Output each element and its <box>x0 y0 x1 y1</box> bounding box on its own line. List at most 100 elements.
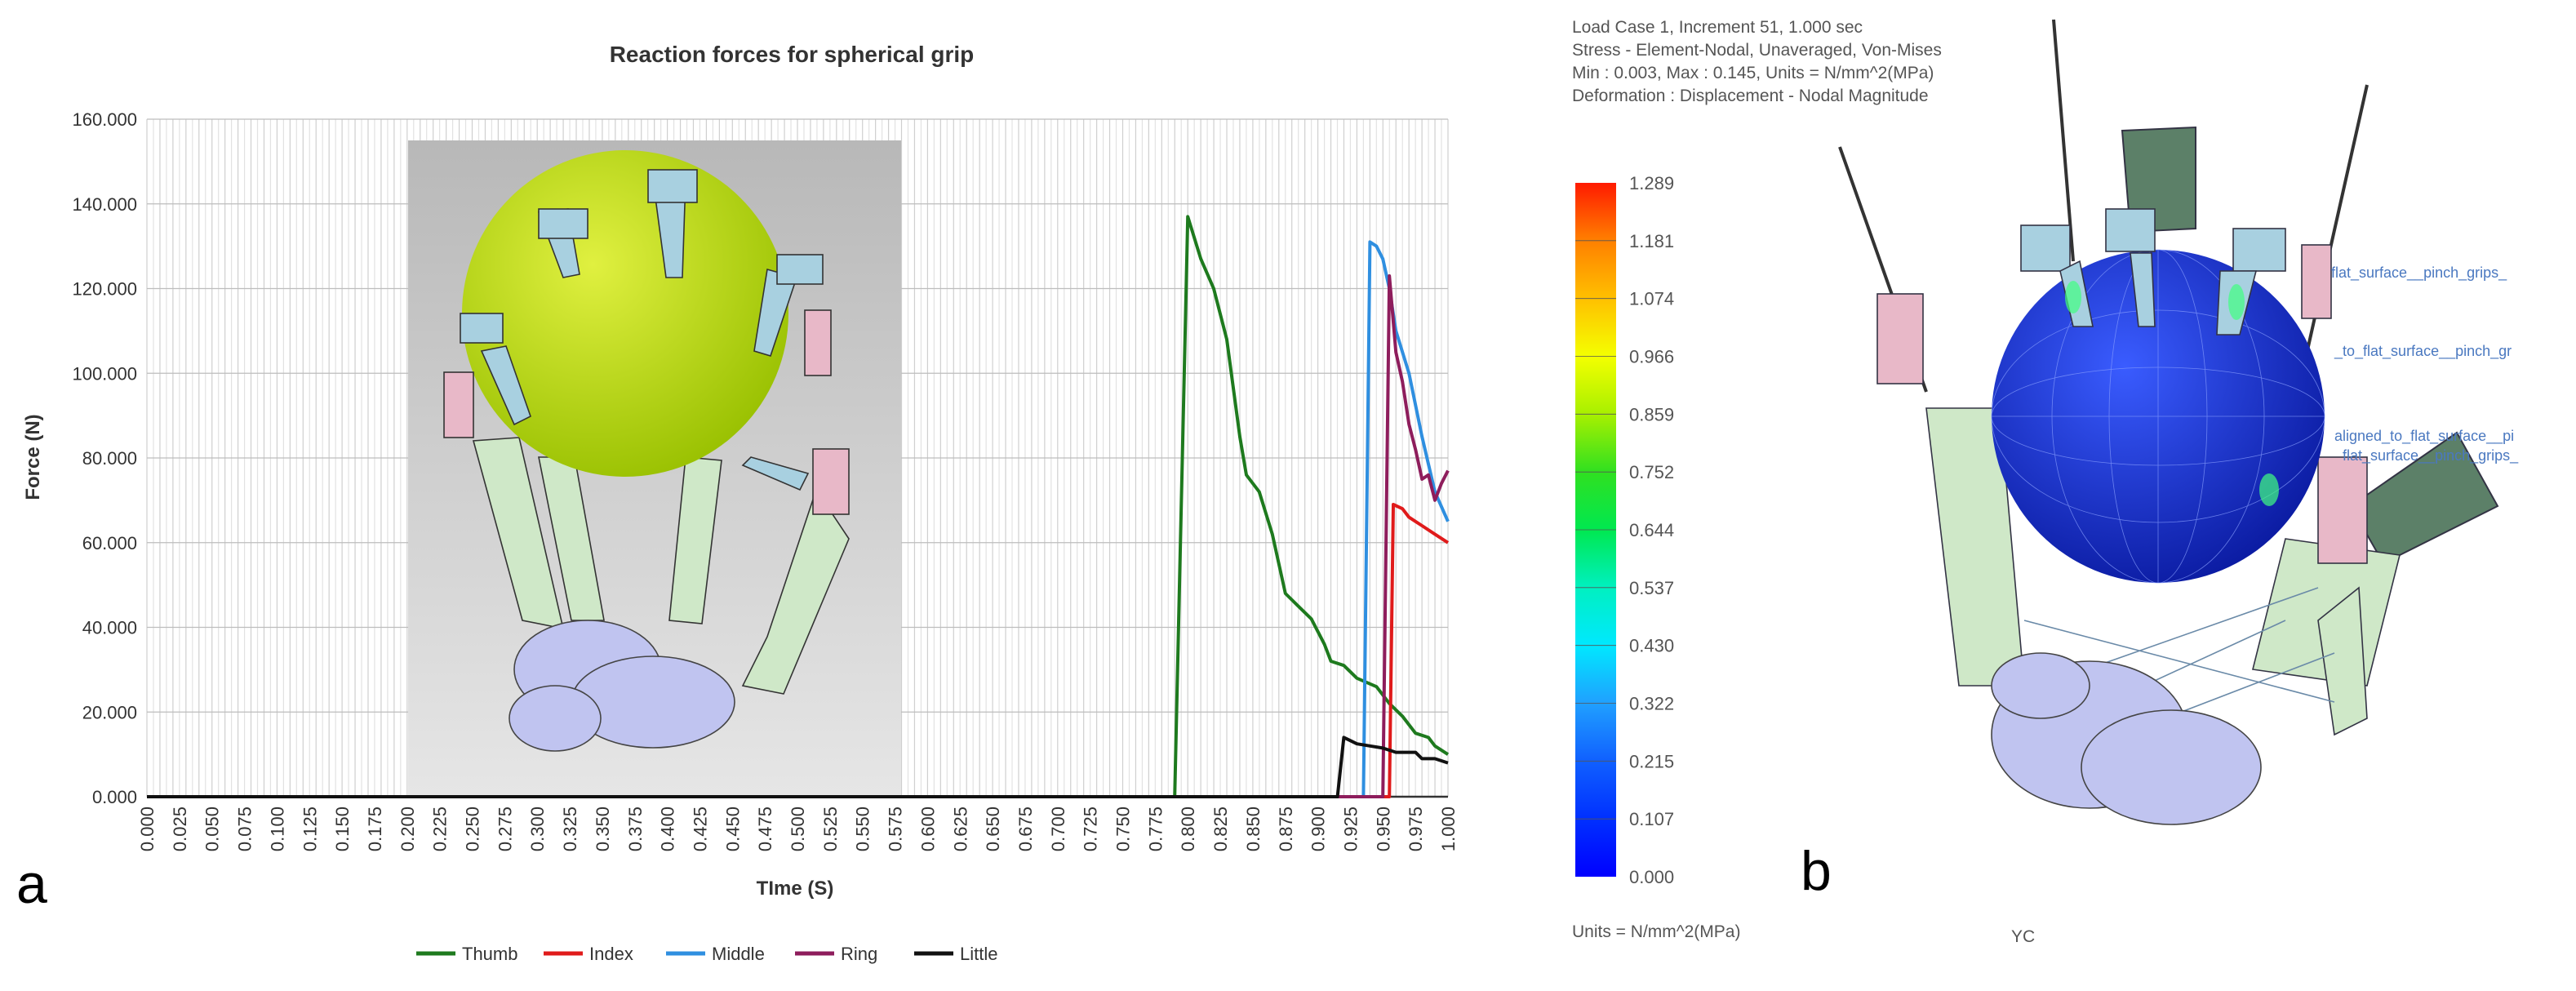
y-tick-label: 40.000 <box>82 618 137 638</box>
x-tick-label: 0.750 <box>1113 807 1134 851</box>
series-line-ring <box>147 274 1450 798</box>
x-tick-label: 0.975 <box>1406 807 1426 851</box>
y-tick-label: 60.000 <box>82 533 137 553</box>
x-tick-label: 0.625 <box>950 807 970 851</box>
legend-label: Thumb <box>462 944 517 964</box>
x-tick-label: 0.900 <box>1308 807 1329 851</box>
colorbar-label: 0.859 <box>1629 404 1674 424</box>
colorbar-label: 0.215 <box>1629 751 1674 771</box>
y-tick-label: 160.000 <box>72 109 137 130</box>
x-tick-label: 0.700 <box>1048 807 1068 851</box>
hand-model-inset <box>408 140 901 797</box>
x-tick-label: 0.925 <box>1340 807 1361 851</box>
annotation: flat_surface__pinch_grips_ <box>2331 264 2507 282</box>
x-tick-label: 0.125 <box>300 807 320 851</box>
colorbar-label: 0.000 <box>1629 867 1674 887</box>
series-line-index <box>147 503 1450 798</box>
x-tick-label: 0.200 <box>398 807 418 851</box>
x-tick-label: 0.675 <box>1015 807 1036 851</box>
x-tick-label: 0.250 <box>463 807 483 851</box>
legend-item-index: Index <box>544 944 633 964</box>
legend-item-ring: Ring <box>795 944 877 964</box>
colorbar-label: 0.322 <box>1629 694 1674 714</box>
x-tick-label: 1.000 <box>1438 807 1459 851</box>
x-tick-label: 0.600 <box>917 807 938 851</box>
x-tick-label: 0.300 <box>527 807 548 851</box>
y-tick-label: 120.000 <box>72 279 137 300</box>
x-tick-label: 0.875 <box>1276 807 1296 851</box>
panel-label-b: b <box>1801 840 1832 902</box>
x-tick-label: 0.850 <box>1243 807 1264 851</box>
series-line-thumb <box>147 215 1450 798</box>
y-tick-label: 140.000 <box>72 194 137 215</box>
colorbar-label: 0.966 <box>1629 347 1674 367</box>
legend-item-middle: Middle <box>666 944 765 964</box>
x-tick-label: 0.575 <box>886 807 906 851</box>
x-tick-label: 0.275 <box>495 807 515 851</box>
x-tick-label: 0.100 <box>267 807 287 851</box>
units-label: Units = N/mm^2(MPa) <box>1572 922 1740 941</box>
x-tick-label: 0.425 <box>690 807 710 851</box>
y-tick-label: 100.000 <box>72 363 137 384</box>
x-tick-label: 0.150 <box>332 807 353 851</box>
info-line: Load Case 1, Increment 51, 1.000 sec <box>1572 18 1863 37</box>
series-line-little <box>147 735 1449 798</box>
series-lines <box>147 215 1450 798</box>
x-tick-label: 0.050 <box>202 807 223 851</box>
annotation: _to_flat_surface__pinch_gr <box>2334 343 2512 360</box>
x-tick-label: 0.000 <box>137 807 158 851</box>
x-tick-label: 0.775 <box>1145 807 1166 851</box>
x-tick-label: 0.550 <box>853 807 873 851</box>
fe-hand-model: flat_surface__pinch_grips_ _to_flat_surf… <box>1838 19 2519 825</box>
colorbar-label: 0.107 <box>1629 809 1674 829</box>
x-tick-label: 0.650 <box>983 807 1003 851</box>
x-tick-label: 0.325 <box>560 807 580 851</box>
colorbar-label: 1.289 <box>1629 173 1674 193</box>
x-tick-label: 0.825 <box>1210 807 1231 851</box>
fe-info-text: Load Case 1, Increment 51, 1.000 sec Stre… <box>1572 18 1942 105</box>
x-tick-label: 0.375 <box>625 807 646 851</box>
y-tick-label: 20.000 <box>82 702 137 722</box>
x-axis-label: TIme (S) <box>757 878 834 900</box>
x-tick-label: 0.400 <box>658 807 678 851</box>
y-tick-label: 80.000 <box>82 448 137 469</box>
x-tick-label: 0.450 <box>722 807 743 851</box>
chart-title: Reaction forces for spherical grip <box>610 42 975 67</box>
legend-label: Index <box>589 944 633 964</box>
x-tick-label: 0.800 <box>1178 807 1198 851</box>
y-axis-label: Force (N) <box>22 414 44 500</box>
x-tick-label: 0.525 <box>820 807 841 851</box>
colorbar-label: 0.537 <box>1629 578 1674 598</box>
reaction-force-chart: Reaction forces for spherical grip <box>16 42 1459 964</box>
colorbar-label: 1.181 <box>1629 231 1674 251</box>
info-line: Min : 0.003, Max : 0.145, Units = N/mm^2… <box>1572 64 1934 82</box>
colorbar-label: 0.752 <box>1629 462 1674 482</box>
x-tick-label: 0.500 <box>788 807 808 851</box>
fe-stress-panel: Load Case 1, Increment 51, 1.000 sec Stre… <box>1572 18 2519 946</box>
legend-label: Little <box>960 944 997 964</box>
annotation: aligned_to_flat_surface__pi <box>2334 428 2514 445</box>
x-tick-label: 0.475 <box>755 807 775 851</box>
colorbar-label: 0.430 <box>1629 636 1674 656</box>
x-tick-label: 0.075 <box>235 807 255 851</box>
colorbar-label: 0.644 <box>1629 520 1674 540</box>
legend: Thumb Index Middle Ring Little <box>416 944 997 964</box>
yc-axis-label: YC <box>2011 927 2035 946</box>
legend-item-little: Little <box>914 944 997 964</box>
colorbar-label: 1.074 <box>1629 289 1674 309</box>
x-tick-label: 0.725 <box>1081 807 1101 851</box>
x-tick-label: 0.350 <box>593 807 613 851</box>
x-tick-label: 0.225 <box>430 807 451 851</box>
panel-label-a: a <box>16 853 47 915</box>
legend-label: Ring <box>841 944 877 964</box>
annotation: flat_surface__pinch_grips_ <box>2343 447 2519 464</box>
info-line: Stress - Element-Nodal, Unaveraged, Von-… <box>1572 41 1942 60</box>
x-tick-label: 0.950 <box>1373 807 1393 851</box>
axes: 0.000 20.000 40.000 60.000 80.000 100.000 120.… <box>72 109 1459 851</box>
x-tick-label: 0.175 <box>365 807 385 851</box>
colorbar: 1.289 1.181 1.074 0.966 0.859 0.752 0.644 0.537… <box>1575 173 1674 887</box>
legend-label: Middle <box>712 944 765 964</box>
legend-item-thumb: Thumb <box>416 944 517 964</box>
x-tick-label: 0.025 <box>170 807 190 851</box>
